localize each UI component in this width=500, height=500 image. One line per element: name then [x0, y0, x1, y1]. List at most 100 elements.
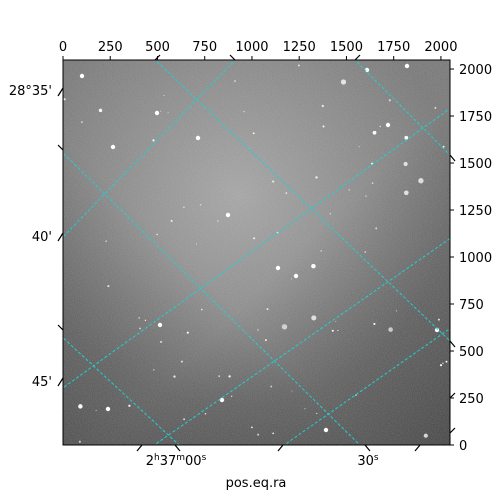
star	[219, 397, 225, 403]
x-tick-label: 1000	[235, 40, 268, 55]
sky-image	[63, 60, 450, 445]
star	[379, 125, 381, 128]
star	[228, 375, 231, 378]
star	[404, 135, 409, 140]
star	[437, 318, 440, 321]
star	[385, 122, 391, 128]
star	[183, 206, 185, 209]
star	[304, 408, 306, 410]
x-tick-label: 500	[145, 40, 170, 55]
y-tick-label: 250	[459, 392, 484, 407]
star	[373, 322, 376, 325]
star	[311, 315, 317, 321]
star	[275, 265, 281, 271]
x-tick-label: 1250	[283, 40, 316, 55]
star	[173, 375, 176, 378]
star	[153, 369, 155, 371]
star	[266, 308, 269, 311]
ra-tick-label: 2h37m00s	[146, 453, 207, 469]
star	[107, 285, 110, 288]
ra-tick-mark	[414, 444, 421, 452]
star	[315, 176, 318, 179]
dec-tick-mark	[449, 340, 456, 348]
ra-axis: 2h37m00s 30s	[136, 444, 421, 469]
star	[78, 440, 81, 443]
star	[234, 80, 236, 82]
star	[98, 108, 103, 113]
star	[170, 219, 173, 222]
star	[144, 319, 147, 322]
star	[79, 73, 85, 79]
ra-tick-mark	[174, 444, 181, 452]
star	[252, 132, 255, 135]
star	[81, 121, 83, 123]
wcs-grid-line	[354, 60, 450, 156]
x-tick-label: 250	[98, 40, 123, 55]
star	[322, 125, 325, 128]
star	[251, 426, 253, 429]
star	[434, 327, 440, 333]
dec-tick-mark	[57, 324, 64, 331]
y-tick-label: 0	[459, 439, 467, 454]
star	[388, 99, 391, 102]
star	[63, 98, 66, 101]
star	[418, 178, 424, 184]
star	[128, 404, 131, 407]
wcs-grid-line	[63, 107, 450, 389]
star	[372, 130, 377, 135]
dec-tick-label: 40'	[32, 230, 52, 245]
star	[395, 310, 398, 312]
wcs-grid	[63, 60, 450, 445]
star	[434, 106, 437, 109]
pixel-x-axis: 0 250 500 750 1000 1250 1500 1750 2000	[59, 40, 457, 61]
star	[160, 110, 161, 112]
star	[157, 322, 163, 328]
star	[200, 308, 203, 311]
star	[204, 412, 207, 415]
star	[257, 433, 260, 436]
star	[167, 111, 169, 114]
dec-tick-label: 45'	[32, 375, 52, 390]
star	[365, 195, 367, 197]
star	[163, 94, 165, 96]
star	[445, 360, 448, 363]
star	[217, 220, 219, 222]
star	[297, 64, 300, 67]
star	[253, 237, 256, 240]
star	[285, 192, 288, 194]
x-axis-title: pos.eq.ra	[226, 476, 287, 491]
wcs-grid-line	[154, 60, 450, 342]
dec-tick-mark	[57, 377, 64, 387]
star	[364, 251, 367, 253]
star	[439, 364, 443, 367]
star	[272, 432, 275, 435]
ra-tick-mark	[364, 444, 371, 452]
y-tick-label: 1250	[459, 204, 492, 219]
star	[311, 263, 316, 269]
y-tick-label: 500	[459, 345, 484, 360]
x-tick-label: 0	[59, 40, 67, 55]
star	[403, 161, 408, 167]
dec-tick-label: 28°35'	[9, 84, 52, 99]
star	[388, 327, 393, 332]
star	[335, 320, 337, 323]
star	[323, 427, 329, 433]
y-tick-label: 750	[459, 298, 484, 313]
star	[371, 182, 374, 184]
star	[290, 278, 293, 280]
star	[358, 146, 360, 148]
star	[110, 144, 116, 150]
x-tick-label: 2000	[424, 40, 457, 55]
x-tick-label: 750	[192, 40, 217, 55]
star	[403, 190, 409, 196]
star	[218, 375, 221, 377]
star	[291, 390, 293, 392]
star	[264, 339, 267, 342]
star	[199, 204, 202, 206]
wcs-grid-line	[63, 60, 236, 238]
star	[257, 329, 259, 331]
star	[225, 212, 231, 218]
ra-tick-mark	[229, 54, 236, 61]
star	[186, 331, 189, 334]
wcs-grid-line	[63, 152, 361, 445]
